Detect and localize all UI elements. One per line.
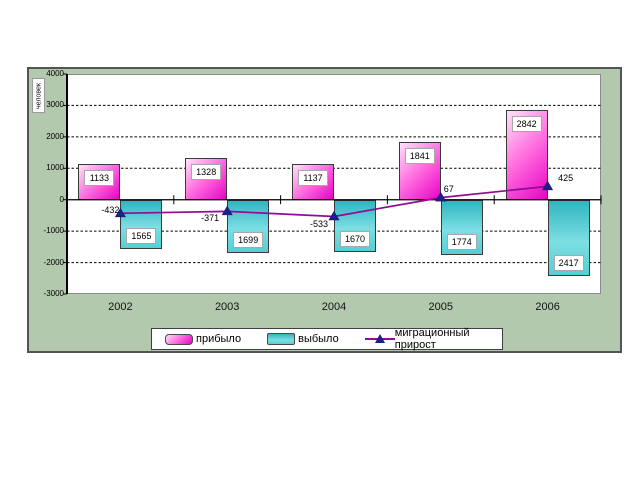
bar-value-label-arrived-2003: 1328	[191, 163, 222, 180]
bar-value-label-arrived-2006: 2842	[511, 116, 542, 133]
bar-value-label-departed-2003: 1699	[233, 232, 264, 249]
x-axis-label-2004: 2004	[321, 301, 347, 313]
x-axis-label-2003: 2003	[214, 301, 240, 313]
line-marker-swatch-icon	[364, 333, 395, 345]
y-axis-tick-label: 3000	[46, 100, 64, 110]
line-point-label-2005: 67	[443, 183, 454, 194]
series-marker-triangle-icon	[328, 210, 340, 221]
legend-label-departed: выбыло	[298, 333, 339, 345]
bar-value-label-arrived-2002: 1133	[84, 170, 115, 187]
y-axis-tick-label: 4000	[46, 69, 64, 78]
y-axis-tick-label: 1000	[46, 163, 64, 173]
bar-value-label-arrived-2005: 1841	[404, 147, 435, 164]
line-point-label-2002: -432	[101, 205, 120, 216]
x-axis-label-2005: 2005	[428, 301, 454, 313]
series-marker-triangle-icon	[114, 207, 126, 218]
line-point-label-2004: -533	[309, 219, 328, 230]
bar-value-label-departed-2005: 1774	[446, 234, 477, 251]
bar-value-label-departed-2004: 1670	[340, 231, 370, 248]
y-axis-tick-label: 2000	[46, 131, 64, 141]
legend-item-departed: выбыло	[267, 333, 339, 345]
departed-swatch-icon	[267, 333, 296, 345]
bar-value-label-departed-2006: 2417	[553, 254, 584, 271]
y-axis-tick-label: -2000	[43, 257, 64, 267]
y-axis-tick-label: -3000	[43, 289, 64, 298]
legend-item-arrived: прибыло	[165, 333, 241, 345]
legend-item-migration-growth: миграционный прирост	[364, 327, 502, 351]
legend: прибыло выбыло миграционный прирост	[151, 327, 503, 351]
x-axis-label-2002: 2002	[108, 301, 133, 313]
series-line-layer	[67, 180, 602, 221]
x-axis-label-2006: 2006	[535, 301, 560, 313]
y-axis-title-box: человек	[32, 78, 45, 113]
line-point-label-2006: 425	[558, 173, 574, 184]
legend-label-migration-growth: миграционный прирост	[394, 327, 470, 351]
chart-frame: 4000 3000 2000 1000 0 -1000 -2000 -3000 1133 1565…	[27, 67, 622, 353]
y-axis-title: человек	[35, 82, 42, 109]
legend-label-arrived: прибыло	[196, 333, 242, 345]
series-marker-triangle-icon	[542, 180, 554, 191]
y-axis-tick-label: 0	[59, 194, 64, 204]
y-axis-tick-label: -1000	[43, 226, 64, 236]
bar-value-label-arrived-2004: 1137	[298, 169, 328, 186]
line-point-label-2003: -371	[201, 213, 220, 224]
bar-value-label-departed-2002: 1565	[126, 227, 157, 244]
series-marker-triangle-icon	[221, 205, 233, 216]
labels-layer: 4000 3000 2000 1000 0 -1000 -2000 -3000 1133 1565…	[29, 69, 620, 351]
arrived-swatch-icon	[165, 333, 193, 345]
series-marker-triangle-icon	[435, 192, 447, 202]
